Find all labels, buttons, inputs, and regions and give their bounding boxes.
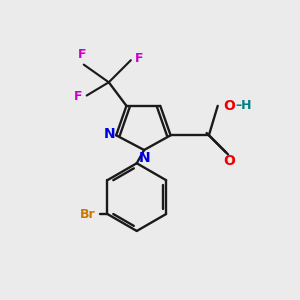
- Text: N: N: [138, 151, 150, 165]
- Text: F: F: [135, 52, 144, 65]
- Text: N: N: [104, 127, 116, 141]
- Text: –H: –H: [236, 99, 252, 112]
- Text: F: F: [78, 48, 86, 61]
- Text: O: O: [223, 99, 235, 113]
- Text: F: F: [74, 91, 82, 103]
- Text: O: O: [224, 154, 236, 168]
- Text: Br: Br: [80, 208, 96, 220]
